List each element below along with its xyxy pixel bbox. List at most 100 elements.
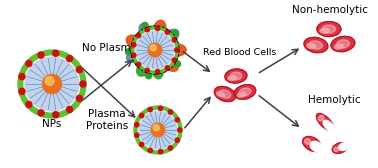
- Ellipse shape: [214, 86, 235, 102]
- Ellipse shape: [162, 29, 179, 45]
- Circle shape: [125, 49, 132, 55]
- Circle shape: [132, 43, 136, 47]
- Ellipse shape: [334, 147, 338, 152]
- Circle shape: [146, 73, 152, 79]
- Circle shape: [67, 106, 73, 113]
- Circle shape: [168, 110, 172, 114]
- Circle shape: [168, 146, 172, 150]
- Circle shape: [172, 30, 178, 36]
- Text: Non-hemolytic: Non-hemolytic: [292, 5, 368, 15]
- Circle shape: [131, 26, 179, 74]
- Circle shape: [53, 112, 59, 118]
- Circle shape: [139, 142, 144, 147]
- Ellipse shape: [323, 120, 335, 133]
- Circle shape: [76, 95, 82, 101]
- Circle shape: [153, 125, 160, 131]
- Circle shape: [172, 58, 177, 62]
- Circle shape: [38, 110, 44, 116]
- Circle shape: [148, 107, 152, 112]
- Circle shape: [136, 31, 174, 69]
- Ellipse shape: [228, 76, 236, 80]
- Circle shape: [148, 148, 152, 153]
- Ellipse shape: [137, 58, 152, 76]
- Circle shape: [145, 27, 149, 32]
- Circle shape: [67, 55, 73, 62]
- Ellipse shape: [332, 143, 348, 153]
- Ellipse shape: [331, 36, 355, 52]
- Ellipse shape: [217, 92, 225, 97]
- Circle shape: [135, 30, 175, 70]
- Ellipse shape: [225, 69, 247, 83]
- Circle shape: [134, 106, 182, 154]
- Ellipse shape: [237, 92, 246, 97]
- Ellipse shape: [322, 25, 336, 33]
- Text: NPs: NPs: [42, 119, 62, 129]
- Circle shape: [175, 138, 180, 142]
- Circle shape: [139, 111, 177, 149]
- Ellipse shape: [166, 44, 186, 56]
- Circle shape: [139, 113, 144, 118]
- Circle shape: [26, 60, 32, 67]
- Circle shape: [158, 106, 163, 111]
- Circle shape: [19, 74, 25, 80]
- Circle shape: [24, 56, 80, 112]
- Ellipse shape: [127, 50, 145, 62]
- Ellipse shape: [303, 136, 321, 152]
- Circle shape: [76, 67, 82, 73]
- Ellipse shape: [126, 35, 145, 49]
- Circle shape: [172, 38, 177, 42]
- Circle shape: [138, 110, 178, 150]
- Ellipse shape: [310, 141, 324, 152]
- Circle shape: [151, 123, 165, 137]
- Ellipse shape: [309, 41, 322, 49]
- Circle shape: [142, 23, 148, 29]
- Ellipse shape: [320, 28, 329, 33]
- Circle shape: [132, 53, 136, 57]
- Circle shape: [42, 74, 62, 94]
- Ellipse shape: [317, 22, 341, 36]
- Circle shape: [38, 52, 44, 58]
- Ellipse shape: [162, 56, 178, 71]
- Circle shape: [80, 81, 86, 87]
- Ellipse shape: [316, 113, 333, 131]
- Circle shape: [174, 61, 180, 67]
- Circle shape: [165, 30, 169, 34]
- Circle shape: [165, 66, 169, 70]
- Circle shape: [135, 133, 139, 137]
- Text: No Plasma: No Plasma: [82, 43, 138, 53]
- Circle shape: [155, 26, 160, 31]
- Ellipse shape: [304, 37, 328, 53]
- Ellipse shape: [139, 24, 152, 41]
- Ellipse shape: [239, 88, 251, 96]
- Ellipse shape: [219, 90, 231, 98]
- Circle shape: [45, 76, 54, 85]
- Text: Red Blood Cells: Red Blood Cells: [203, 48, 277, 56]
- Circle shape: [148, 43, 162, 57]
- Ellipse shape: [152, 60, 163, 79]
- Circle shape: [18, 50, 86, 118]
- Circle shape: [145, 68, 149, 73]
- Circle shape: [26, 101, 32, 108]
- Circle shape: [25, 57, 79, 111]
- Ellipse shape: [234, 85, 256, 99]
- Ellipse shape: [336, 40, 349, 48]
- Ellipse shape: [335, 44, 344, 49]
- Ellipse shape: [153, 20, 166, 40]
- Circle shape: [150, 45, 156, 51]
- Ellipse shape: [305, 139, 310, 144]
- Circle shape: [19, 88, 25, 94]
- Text: Hemolytic: Hemolytic: [308, 95, 360, 105]
- Circle shape: [175, 48, 179, 52]
- Ellipse shape: [307, 44, 316, 49]
- Ellipse shape: [339, 142, 350, 150]
- Circle shape: [53, 50, 59, 56]
- Circle shape: [136, 33, 141, 38]
- Circle shape: [155, 70, 160, 74]
- Circle shape: [178, 128, 182, 132]
- Circle shape: [175, 118, 180, 122]
- Circle shape: [136, 62, 141, 67]
- Text: Plasma
Proteins: Plasma Proteins: [86, 109, 128, 131]
- Circle shape: [135, 123, 139, 127]
- Ellipse shape: [230, 72, 242, 80]
- Circle shape: [158, 150, 163, 154]
